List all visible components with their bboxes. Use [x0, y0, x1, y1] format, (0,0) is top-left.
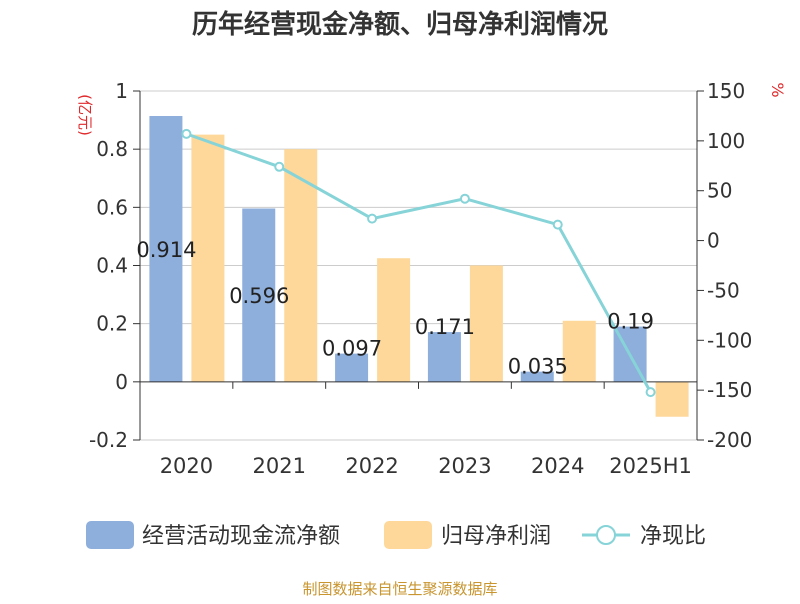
- legend-swatch-operating-cashflow: [86, 521, 134, 549]
- right-axis-unit-label: %: [768, 82, 787, 97]
- line-point: [367, 213, 378, 224]
- right-axis-tick-label: 0: [707, 229, 720, 253]
- bar-net-profit: [191, 134, 225, 382]
- bar-net-profit: [655, 381, 689, 417]
- bar-operating-cashflow: [335, 353, 369, 382]
- bar-net-profit: [562, 320, 596, 382]
- bar-data-label: 0.171: [415, 315, 475, 339]
- line-point: [274, 161, 285, 172]
- x-axis-category-label: 2021: [253, 454, 306, 478]
- right-axis-tick-label: 150: [707, 79, 745, 103]
- legend: 经营活动现金流净额 归母净利润 净现比: [86, 521, 706, 549]
- legend-label-net-cash-ratio: 净现比: [640, 524, 706, 549]
- right-axis-tick-label: -200: [707, 428, 752, 452]
- left-axis-tick-label: 0: [115, 370, 128, 394]
- bar-data-label: 0.914: [136, 238, 196, 262]
- legend-label-net-profit: 归母净利润: [441, 524, 551, 549]
- left-axis-unit-label: (亿元): [76, 94, 94, 136]
- x-axis-category-label: 2023: [438, 454, 491, 478]
- bar-net-profit: [469, 265, 503, 382]
- x-axis-category-label: 2022: [345, 454, 398, 478]
- label-layer: 0.914 0.596 0.097 0.171 0.035 0.19: [136, 238, 654, 379]
- left-axis-tick-label: 0.8: [96, 137, 128, 161]
- line-net-cash-ratio: [185, 132, 652, 393]
- bar-operating-cashflow: [149, 116, 183, 382]
- bar-data-label: 0.097: [322, 337, 382, 361]
- right-axis-tick-label: -100: [707, 328, 752, 352]
- bar-operating-cashflow: [520, 371, 554, 382]
- right-axis-tick-label: 100: [707, 129, 745, 153]
- left-axis-tick-label: -0.2: [89, 428, 128, 452]
- x-axis-category-label: 2024: [531, 454, 584, 478]
- bar-layer: [149, 116, 689, 417]
- chart-title: 历年经营现金净额、归母净利润情况: [192, 9, 608, 40]
- bar-net-profit: [284, 149, 318, 382]
- right-axis-tick-label: 50: [707, 179, 732, 203]
- source-note: 制图数据来自恒生聚源数据库: [302, 580, 497, 598]
- line-point: [459, 193, 470, 204]
- bar-operating-cashflow: [427, 332, 461, 382]
- legend-label-operating-cashflow: 经营活动现金流净额: [142, 524, 340, 549]
- right-axis-tick-label: -50: [707, 278, 740, 302]
- legend-swatch-line-marker: [596, 525, 616, 545]
- line-point: [645, 387, 656, 398]
- line-layer: [181, 128, 656, 398]
- right-axis-tick-label: -150: [707, 378, 752, 402]
- line-point: [181, 128, 192, 139]
- left-axis-tick-label: 0.6: [96, 195, 128, 219]
- line-point: [552, 219, 563, 230]
- x-axis-category-label: 2025H1: [609, 454, 692, 478]
- x-axis-category-label: 2020: [160, 454, 213, 478]
- left-axis-tick-label: 0.4: [96, 254, 128, 278]
- bar-data-label: 0.19: [607, 310, 654, 334]
- axis-layer: -0.2 0 0.2 0.4 0.6 0.8 1 -200 -150 -100 -50 0 50 100 1…: [89, 79, 752, 478]
- left-axis-tick-label: 1: [115, 79, 128, 103]
- bar-net-profit: [377, 258, 411, 382]
- legend-swatch-net-profit: [384, 521, 432, 549]
- bar-data-label: 0.035: [508, 355, 568, 379]
- bar-data-label: 0.596: [229, 284, 289, 308]
- left-axis-tick-label: 0.2: [96, 312, 128, 336]
- bar-operating-cashflow: [242, 208, 276, 382]
